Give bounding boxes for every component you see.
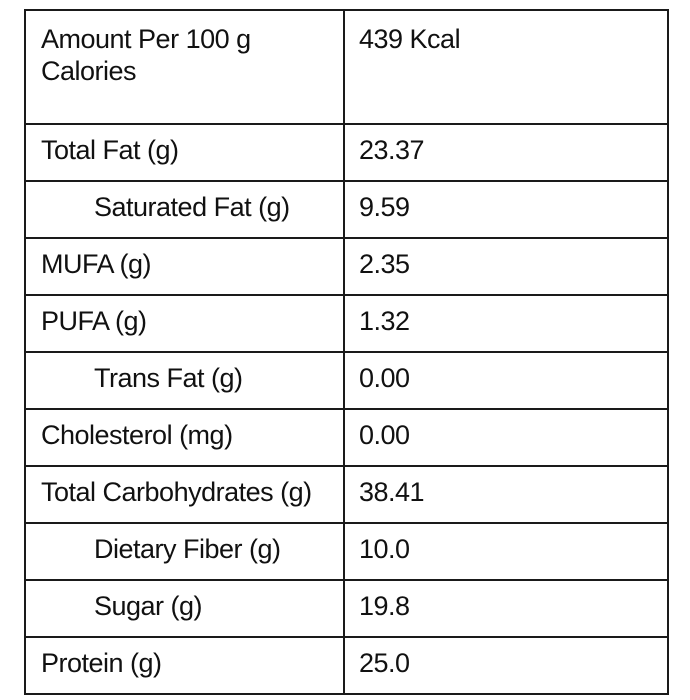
nutrient-label: Dietary Fiber (g) bbox=[24, 522, 345, 581]
nutrient-value: 9.59 bbox=[343, 180, 669, 239]
table-row: Total Carbohydrates (g) 38.41 bbox=[24, 465, 669, 524]
table-row: Saturated Fat (g) 9.59 bbox=[24, 180, 669, 239]
nutrient-label: Trans Fat (g) bbox=[24, 351, 345, 410]
table-row: Trans Fat (g) 0.00 bbox=[24, 351, 669, 410]
nutrient-label: PUFA (g) bbox=[24, 294, 345, 353]
nutrient-value: 2.35 bbox=[343, 237, 669, 296]
nutrient-label: Cholesterol (mg) bbox=[24, 408, 345, 467]
nutrient-value: 10.0 bbox=[343, 522, 669, 581]
table-row: PUFA (g) 1.32 bbox=[24, 294, 669, 353]
nutrient-value: 25.0 bbox=[343, 636, 669, 695]
nutrient-label: Sugar (g) bbox=[24, 579, 345, 638]
nutrient-label: Total Fat (g) bbox=[24, 123, 345, 182]
nutrient-label: Saturated Fat (g) bbox=[24, 180, 345, 239]
table-row: Total Fat (g) 23.37 bbox=[24, 123, 669, 182]
table-row: Protein (g) 25.0 bbox=[24, 636, 669, 695]
table-header-row: Amount Per 100 g Calories 439 Kcal bbox=[24, 9, 669, 125]
calories-label: Calories bbox=[41, 56, 137, 87]
table-row: Cholesterol (mg) 0.00 bbox=[24, 408, 669, 467]
serving-size-label: Amount Per 100 g bbox=[41, 24, 251, 54]
nutrient-value: 0.00 bbox=[343, 408, 669, 467]
calories-value: 439 Kcal bbox=[343, 9, 669, 125]
nutrient-value: 38.41 bbox=[343, 465, 669, 524]
serving-label-cell: Amount Per 100 g Calories bbox=[24, 9, 345, 125]
nutrient-label: Total Carbohydrates (g) bbox=[24, 465, 345, 524]
nutrient-value: 19.8 bbox=[343, 579, 669, 638]
table-row: Dietary Fiber (g) 10.0 bbox=[24, 522, 669, 581]
nutrient-label: Protein (g) bbox=[24, 636, 345, 695]
table-row: Sugar (g) 19.8 bbox=[24, 579, 669, 638]
nutrient-value: 23.37 bbox=[343, 123, 669, 182]
nutrient-value: 1.32 bbox=[343, 294, 669, 353]
nutrient-value: 0.00 bbox=[343, 351, 669, 410]
table-row: MUFA (g) 2.35 bbox=[24, 237, 669, 296]
nutrient-label: MUFA (g) bbox=[24, 237, 345, 296]
nutrition-table: Amount Per 100 g Calories 439 Kcal Total… bbox=[24, 9, 669, 695]
